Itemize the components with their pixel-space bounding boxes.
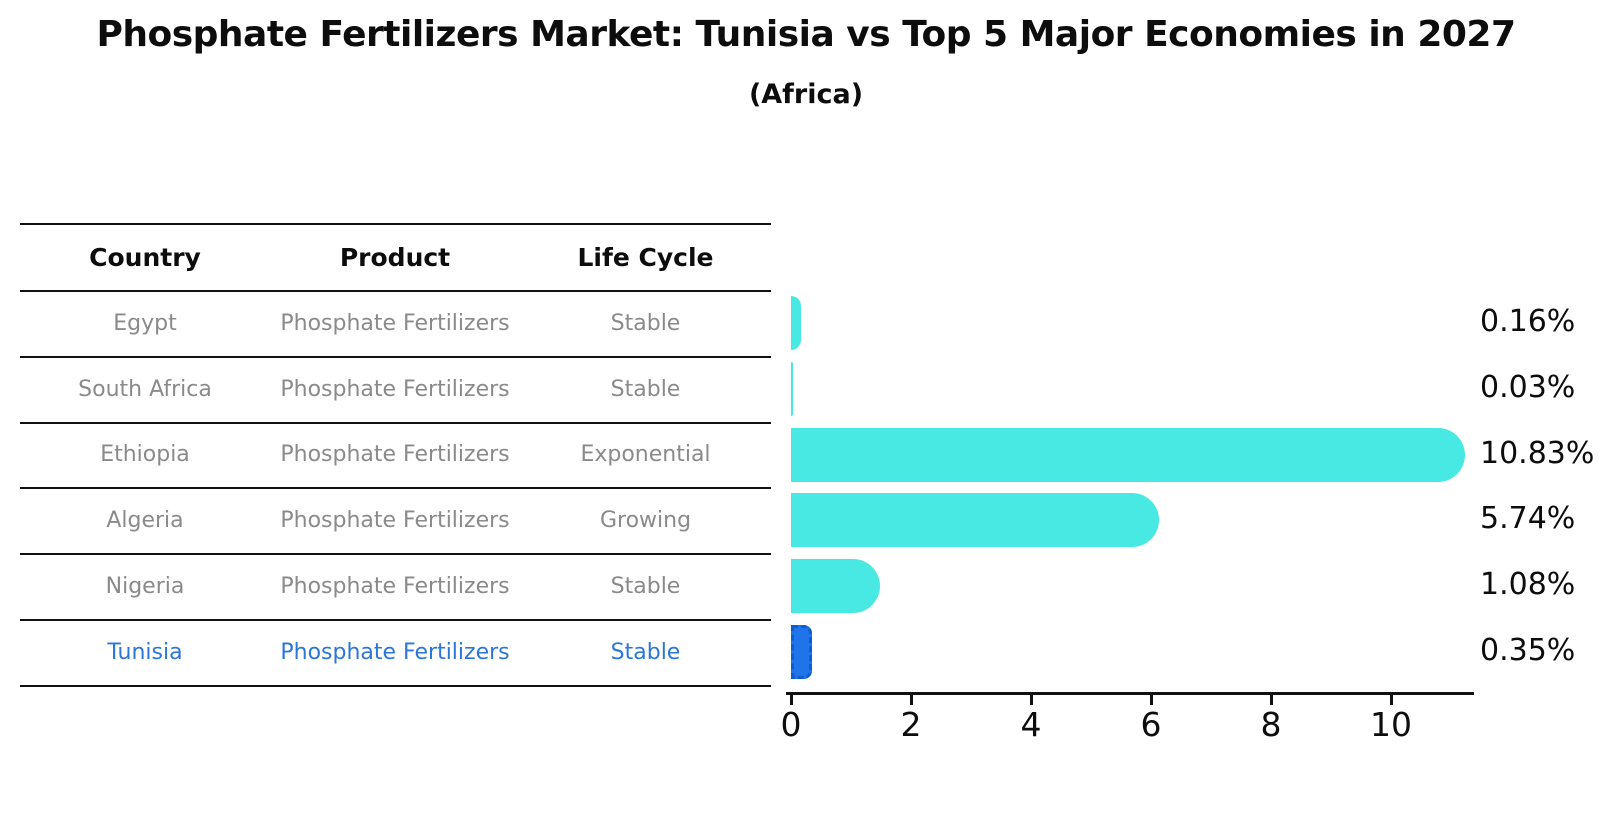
value-label-nigeria: 1.08% xyxy=(1480,567,1576,603)
product-cell: Phosphate Fertilizers xyxy=(280,310,510,336)
column-header-country: Country xyxy=(89,242,201,272)
country-cell: Nigeria xyxy=(105,573,185,599)
life-cycle-cell: Growing xyxy=(599,508,692,534)
x-tick xyxy=(909,695,913,705)
x-tick-label: 8 xyxy=(1260,705,1282,744)
table-row-egypt: Egypt Phosphate Fertilizers Stable xyxy=(20,292,771,358)
x-tick xyxy=(1149,695,1153,705)
bar-nigeria xyxy=(791,559,880,614)
x-tick-label: 0 xyxy=(780,705,802,744)
table-row-ethiopia: Ethiopia Phosphate Fertilizers Exponential xyxy=(20,424,771,490)
life-cycle-cell: Stable xyxy=(610,310,681,336)
country-table: Country Product Life Cycle Egypt Phosphate … xyxy=(20,223,771,687)
x-axis-line xyxy=(786,692,1474,695)
life-cycle-cell: Stable xyxy=(610,376,681,402)
product-cell: Phosphate Fertilizers xyxy=(280,376,510,402)
bar-algeria xyxy=(791,493,1160,548)
bar-ethiopia xyxy=(791,427,1465,482)
x-tick-label: 6 xyxy=(1140,705,1162,744)
table-row-nigeria: Nigeria Phosphate Fertilizers Stable xyxy=(20,555,771,621)
table-header-row: Country Product Life Cycle xyxy=(20,225,771,292)
x-tick xyxy=(1269,695,1273,705)
x-tick xyxy=(789,695,793,705)
table-row-algeria: Algeria Phosphate Fertilizers Growing xyxy=(20,489,771,556)
country-cell: Algeria xyxy=(106,508,184,534)
value-label-algeria: 5.74% xyxy=(1480,501,1576,537)
life-cycle-cell: Stable xyxy=(610,573,681,599)
country-cell: Tunisia xyxy=(107,639,183,665)
life-cycle-cell: Stable xyxy=(610,639,681,665)
life-cycle-cell: Exponential xyxy=(580,442,711,468)
value-label-egypt: 0.16% xyxy=(1480,303,1576,339)
x-tick-label: 2 xyxy=(900,705,922,744)
x-tick-label: 4 xyxy=(1020,705,1042,744)
bar-tunisia xyxy=(791,624,812,679)
product-cell: Phosphate Fertilizers xyxy=(280,508,510,534)
chart-title: Phosphate Fertilizers Market: Tunisia vs… xyxy=(96,14,1516,55)
country-cell: Egypt xyxy=(113,310,177,336)
x-tick xyxy=(1029,695,1033,705)
column-header-product: Product xyxy=(339,242,451,272)
chart-subtitle: (Africa) xyxy=(748,79,864,110)
column-header-life-cycle: Life Cycle xyxy=(577,242,714,272)
value-label-south-africa: 0.03% xyxy=(1480,369,1576,405)
value-label-ethiopia: 10.83% xyxy=(1480,435,1595,471)
product-cell: Phosphate Fertilizers xyxy=(280,573,510,599)
product-cell: Phosphate Fertilizers xyxy=(280,639,510,665)
bar-egypt xyxy=(791,295,801,350)
table-row-tunisia: Tunisia Phosphate Fertilizers Stable xyxy=(20,621,771,687)
product-cell: Phosphate Fertilizers xyxy=(280,442,510,468)
x-tick xyxy=(1389,695,1393,705)
table-row-south-africa: South Africa Phosphate Fertilizers Stable xyxy=(20,358,771,424)
x-tick-label: 10 xyxy=(1370,705,1412,744)
bar-south-africa xyxy=(791,361,793,416)
country-cell: Ethiopia xyxy=(100,442,190,468)
value-label-tunisia: 0.35% xyxy=(1480,632,1576,668)
country-cell: South Africa xyxy=(78,376,212,402)
